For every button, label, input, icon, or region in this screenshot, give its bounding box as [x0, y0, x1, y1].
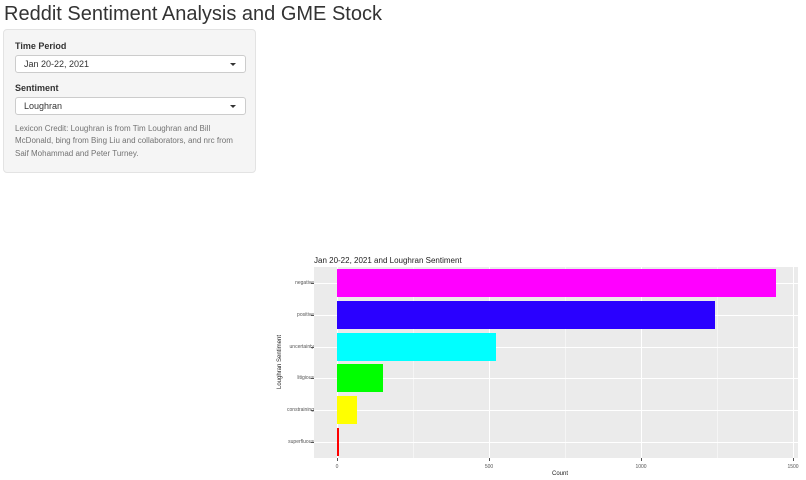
y-tick-label: negative	[295, 279, 314, 286]
major-gridline	[641, 267, 642, 458]
major-gridline	[337, 267, 338, 458]
horizontal-gridline	[314, 346, 798, 348]
y-tick-label: superfluous	[288, 439, 314, 446]
x-tick	[793, 458, 794, 461]
sentiment-label: Sentiment	[15, 83, 59, 93]
bar-uncertainty	[337, 332, 496, 361]
major-gridline	[793, 267, 794, 458]
time-period-label: Time Period	[15, 41, 67, 51]
bar-superfluous	[337, 428, 339, 457]
x-tick-label: 0	[335, 464, 339, 470]
chevron-down-icon	[230, 63, 236, 66]
y-axis-title: Loughran Sentiment	[277, 334, 283, 390]
chart-title: Jan 20-22, 2021 and Loughran Sentiment	[314, 256, 462, 265]
time-period-value: Jan 20-22, 2021	[24, 59, 90, 69]
y-tick	[311, 314, 314, 316]
x-tick-label: 1500	[787, 464, 799, 470]
major-gridline	[489, 267, 490, 458]
bar-litigious	[337, 364, 383, 393]
horizontal-gridline	[314, 378, 798, 380]
y-tick	[311, 346, 314, 348]
y-tick	[311, 378, 314, 380]
y-tick-label: constraining	[287, 407, 314, 414]
x-tick	[641, 458, 642, 461]
horizontal-gridline	[314, 410, 798, 412]
chevron-down-icon	[230, 105, 236, 108]
x-tick-label: 1000	[635, 464, 647, 470]
x-tick	[489, 458, 490, 461]
y-tick-label: uncertainty	[289, 343, 314, 350]
y-tick	[311, 410, 314, 412]
plot-panel	[314, 267, 798, 458]
x-tick	[337, 458, 338, 461]
sidebar-panel: Time Period Jan 20-22, 2021 Sentiment Lo…	[3, 29, 256, 173]
bar-positive	[337, 300, 715, 329]
horizontal-gridline	[314, 442, 798, 444]
sentiment-bar-chart: Jan 20-22, 2021 and Loughran Sentiment C…	[270, 252, 806, 480]
y-tick	[311, 442, 314, 444]
minor-gridline	[717, 267, 718, 458]
y-tick-label: litigious	[297, 375, 314, 382]
bar-constraining	[337, 396, 358, 425]
y-tick-label: positive	[297, 311, 314, 318]
minor-gridline	[413, 267, 414, 458]
page-title: Reddit Sentiment Analysis and GME Stock	[4, 3, 382, 25]
time-period-select[interactable]: Jan 20-22, 2021	[15, 55, 246, 73]
x-tick-label: 500	[484, 464, 494, 470]
bar-negative	[337, 268, 776, 297]
sentiment-value: Loughran	[24, 101, 63, 111]
x-axis-title: Count	[551, 471, 569, 477]
y-tick	[311, 282, 314, 284]
lexicon-credit-text: Lexicon Credit: Loughran is from Tim Lou…	[15, 124, 233, 158]
sentiment-select[interactable]: Loughran	[15, 97, 246, 115]
minor-gridline	[565, 267, 566, 458]
